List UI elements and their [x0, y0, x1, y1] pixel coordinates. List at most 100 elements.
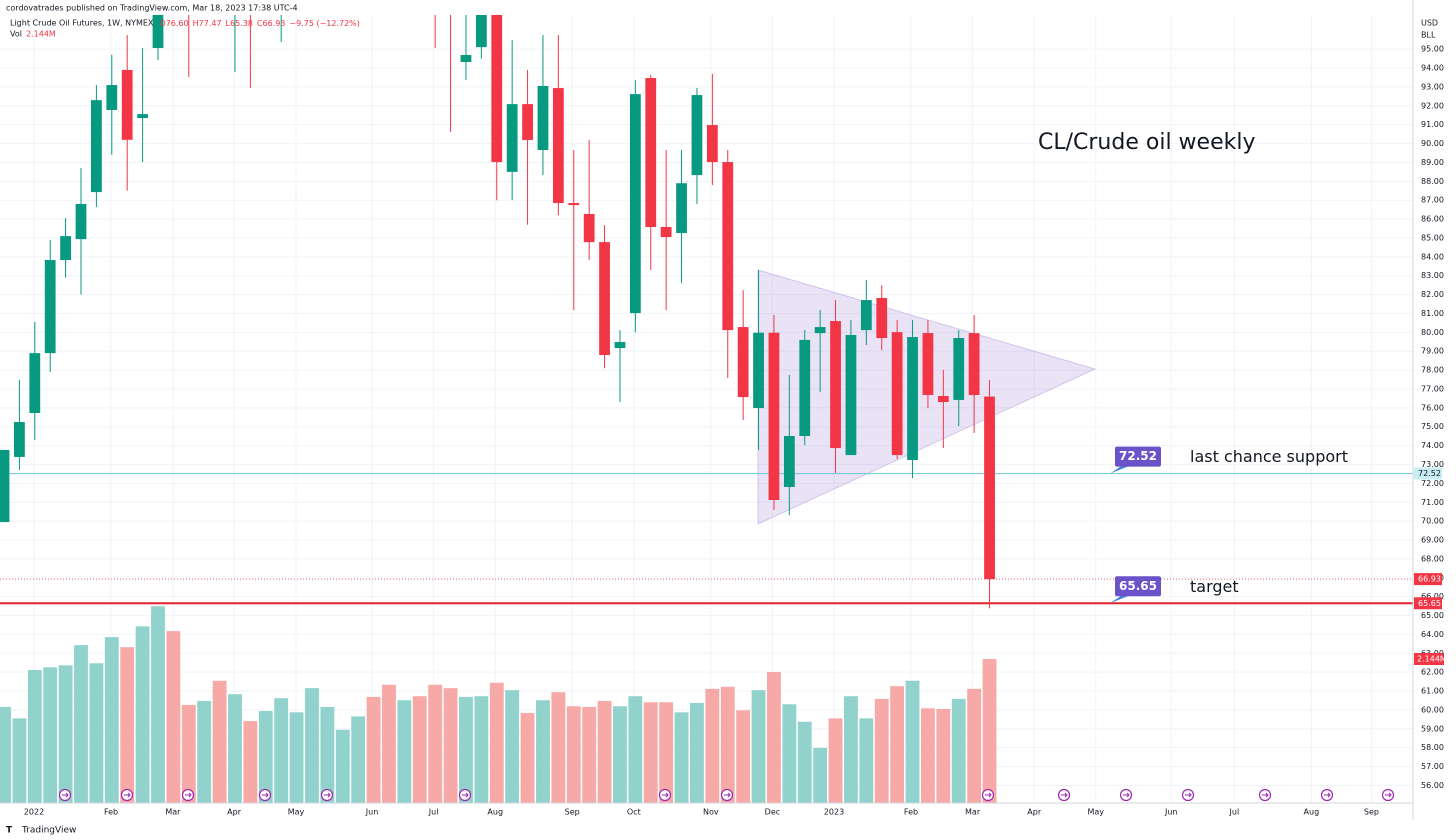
volume-bar	[197, 700, 212, 803]
volume-bar	[258, 710, 273, 803]
candle-body	[968, 333, 980, 396]
volume-bar	[27, 670, 42, 803]
candle-body	[660, 227, 672, 238]
event-icon-arrow	[262, 792, 269, 798]
x-tick-label: Aug	[1304, 808, 1320, 817]
y-tick-label: 66.00	[1421, 592, 1444, 601]
event-icon-arrow	[462, 792, 469, 798]
candle-body	[44, 260, 56, 354]
candle-body	[645, 78, 657, 228]
volume-badge-label: 2.144M	[1417, 654, 1447, 663]
event-icon-arrow	[1123, 792, 1130, 798]
y-tick-label: 93.00	[1421, 82, 1444, 91]
y-tick-label: 68.00	[1421, 554, 1444, 563]
event-icon-arrow	[1324, 792, 1331, 798]
volume-bar	[874, 698, 889, 803]
volume-bar	[551, 692, 566, 803]
volume-bar	[597, 700, 612, 803]
volume-bar	[382, 684, 396, 803]
volume-bar	[659, 702, 674, 803]
volume-bar	[628, 696, 643, 803]
y-tick-label: 70.00	[1421, 517, 1444, 526]
volume-bar	[151, 606, 165, 803]
event-icon-arrow	[985, 792, 992, 798]
volume-bar	[674, 712, 689, 803]
y-tick-label: 86.00	[1421, 215, 1444, 224]
candles	[0, 15, 995, 609]
volume-bar	[921, 708, 935, 803]
volume-bar	[181, 704, 196, 803]
volume-bar	[566, 706, 581, 803]
event-icon-arrow	[62, 792, 69, 798]
candle-body	[60, 236, 71, 261]
y-tick-label: 60.00	[1421, 705, 1444, 714]
level-note: target	[1190, 577, 1239, 596]
currency: USD	[1421, 19, 1438, 28]
candle-body	[937, 395, 949, 403]
volume-bar	[228, 694, 242, 803]
y-tick-label: 79.00	[1421, 347, 1444, 356]
y-tick-label: 92.00	[1421, 101, 1444, 110]
x-tick-label: Apr	[227, 808, 242, 817]
volume-bar	[951, 698, 966, 803]
price-badge-label: 66.93	[1418, 575, 1441, 584]
y-tick-label: 65.00	[1421, 611, 1444, 620]
y-tick-label: 59.00	[1421, 724, 1444, 733]
callout-label: 65.65	[1119, 579, 1157, 593]
volume-bar	[890, 686, 905, 803]
event-icon-arrow	[1185, 792, 1192, 798]
candle-body	[676, 183, 687, 234]
change-label: −9.75 (−12.72%)	[289, 19, 360, 28]
x-tick-label: May	[1088, 808, 1105, 817]
candle-body	[753, 332, 764, 409]
y-tick-label: 81.00	[1421, 309, 1444, 318]
y-tick-label: 95.00	[1421, 45, 1444, 54]
price-badge	[1414, 573, 1442, 586]
ohlc-label: O76.60	[159, 19, 188, 28]
level-badge-label: 72.52	[1418, 469, 1441, 478]
chart-title: CL/Crude oil weekly	[1038, 130, 1256, 155]
candle-body	[121, 69, 133, 140]
volume-bar	[474, 696, 489, 803]
candle-body	[830, 321, 841, 449]
callout-box	[1115, 576, 1161, 597]
event-icon-arrow	[1061, 792, 1068, 798]
candle-body	[953, 338, 965, 400]
volume-bar	[166, 631, 181, 803]
volume-bar	[12, 718, 27, 803]
candle-body	[537, 85, 549, 150]
volume-bar	[243, 721, 258, 803]
x-tick-label: May	[288, 808, 305, 817]
y-tick-label: 57.00	[1421, 762, 1444, 771]
volume-badge	[1414, 652, 1444, 665]
volume-bar	[813, 747, 828, 803]
volume-bar	[582, 706, 597, 803]
volume-bar	[320, 706, 335, 803]
candle-body	[783, 435, 795, 487]
x-tick-label: Jun	[365, 808, 379, 817]
y-tick-label: 91.00	[1421, 120, 1444, 129]
volume-bar	[705, 688, 720, 803]
event-icons	[58, 788, 1395, 802]
volume-title: Vol	[10, 30, 22, 39]
y-tick-label: 88.00	[1421, 177, 1444, 186]
candle-body	[599, 242, 610, 356]
y-tick-label: 87.00	[1421, 196, 1444, 205]
volume-bar	[859, 718, 874, 803]
y-tick-label: 62.00	[1421, 668, 1444, 677]
x-tick-label: Mar	[965, 808, 981, 817]
candle-body	[29, 353, 41, 413]
candle-body	[629, 94, 641, 314]
x-tick-label: Feb	[104, 808, 118, 817]
volume-bar	[613, 706, 627, 803]
instrument: Light Crude Oil Futures, 1W, NYMEX	[10, 19, 154, 28]
levels: 72.52 last chance support 65.65 target	[0, 446, 1413, 605]
candle-body	[845, 334, 857, 456]
volume-bar	[428, 684, 443, 803]
callout-label: 72.52	[1119, 449, 1157, 463]
volume-bar	[982, 658, 997, 803]
volume-bar	[43, 667, 58, 803]
volume-bar	[967, 688, 982, 803]
volume-value: 2.144M	[26, 30, 56, 39]
